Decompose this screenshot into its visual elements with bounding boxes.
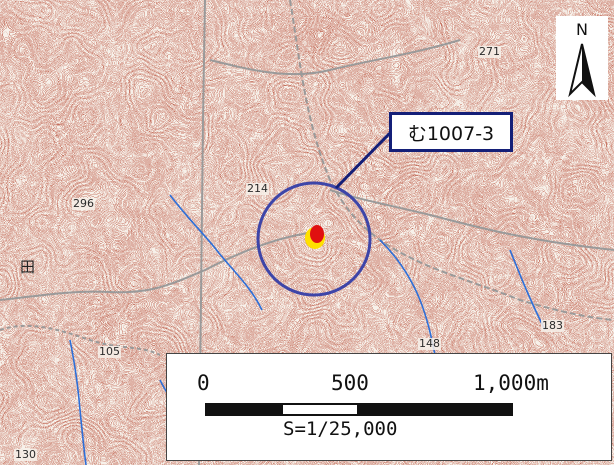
scale-bar-panel: 0 500 1,000m S=1/25,000	[166, 353, 612, 461]
scale-ratio: S=1/25,000	[283, 418, 398, 440]
scale-segment-black	[205, 403, 283, 416]
elevation-label: 148	[418, 337, 441, 350]
scale-tick-1000: 1,000m	[473, 371, 549, 395]
site-callout[interactable]: む1007-3	[389, 112, 513, 152]
elevation-label: 105	[98, 345, 121, 358]
scale-tick-500: 500	[331, 371, 369, 395]
site-label: む1007-3	[407, 122, 495, 145]
location-circle	[256, 181, 372, 297]
north-arrow-icon	[556, 16, 608, 100]
north-indicator: N	[556, 16, 608, 100]
north-label: N	[576, 20, 588, 39]
callout-leader-line	[334, 130, 393, 190]
scale-segment-white	[281, 403, 359, 416]
elevation-label: 271	[478, 45, 501, 58]
elevation-label: 130	[14, 448, 37, 461]
elevation-label: 296	[72, 197, 95, 210]
scale-tick-0: 0	[197, 371, 210, 395]
rice-field-symbol: 田	[20, 258, 36, 276]
site-marker[interactable]	[310, 225, 324, 243]
elevation-label: 214	[246, 182, 269, 195]
scale-segment-black	[357, 403, 513, 416]
elevation-label: 183	[541, 319, 564, 332]
